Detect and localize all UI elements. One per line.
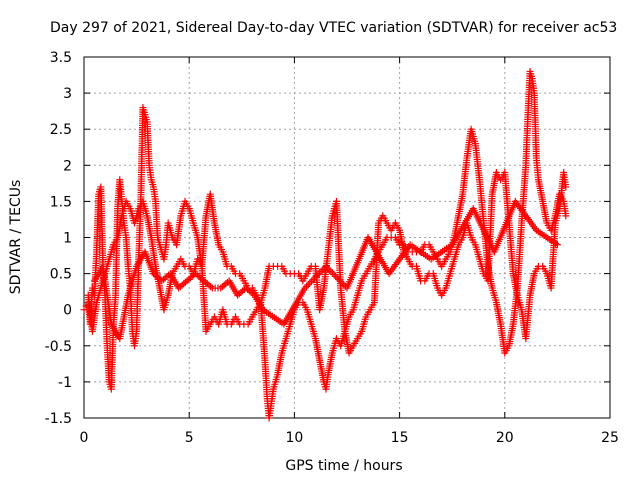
plot-frame	[83, 56, 611, 419]
data-point	[335, 276, 343, 284]
y-tick-label: -1.5	[45, 411, 72, 427]
x-tick-label: 10	[285, 430, 303, 446]
y-tick-label: -1	[58, 375, 72, 391]
data-point	[315, 269, 323, 277]
data-point	[249, 290, 257, 298]
y-tick-label: 1	[63, 231, 72, 247]
data-point	[307, 277, 315, 285]
y-tick-label: 3.5	[50, 50, 72, 66]
y-axis-label: SDTVAR / TECUs	[8, 180, 24, 295]
grid-layer	[84, 57, 610, 418]
data-point	[337, 277, 345, 285]
data-point	[327, 267, 335, 275]
data-point	[207, 283, 215, 291]
data-point	[562, 183, 570, 191]
y-tick-label: -0.5	[45, 339, 72, 355]
data-point	[304, 281, 312, 289]
x-tick-label: 0	[80, 430, 89, 446]
x-tick-label: 20	[496, 430, 514, 446]
data-point	[340, 281, 348, 289]
data-point	[311, 274, 319, 282]
data-point	[303, 282, 311, 290]
data-point	[319, 266, 327, 274]
y-tick-label: 2	[63, 158, 72, 174]
data-point	[325, 266, 333, 274]
data-point	[333, 274, 341, 282]
data-point	[562, 212, 570, 220]
x-tick-label: 5	[185, 430, 194, 446]
data-point	[317, 267, 325, 275]
data-point	[301, 284, 309, 292]
y-tick-label: 0.5	[50, 267, 72, 283]
y-tick-label: 2.5	[50, 122, 72, 138]
data-point	[324, 264, 332, 272]
data-point	[309, 276, 317, 284]
x-tick-label: 25	[601, 430, 619, 446]
data-point	[314, 271, 322, 279]
y-tick-label: 1.5	[50, 194, 72, 210]
data-point	[312, 272, 320, 280]
data-point	[328, 269, 336, 277]
axis-ticks: 0 5 10 15 20 25 -1.5 -1 -0.5 0 0.5 1 1.5 2 2.5 3 3.5	[45, 50, 619, 446]
data-point	[332, 272, 340, 280]
data-points	[80, 67, 570, 422]
data-point	[330, 271, 338, 279]
chart-title: Day 297 of 2021, Sidereal Day-to-day VTE…	[50, 20, 617, 36]
data-point	[322, 262, 330, 270]
y-tick-label: 3	[63, 86, 72, 102]
x-axis-label: GPS time / hours	[285, 458, 402, 474]
data-point	[553, 241, 561, 249]
data-point	[306, 279, 314, 287]
y-tick-label: 0	[63, 303, 72, 319]
data-point	[338, 279, 346, 287]
x-tick-label: 15	[391, 430, 409, 446]
